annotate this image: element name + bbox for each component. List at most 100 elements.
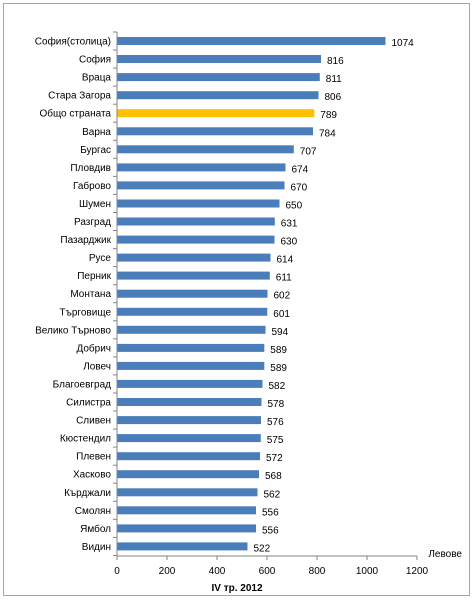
bar-5 bbox=[117, 127, 313, 136]
category-label-7: Пловдив bbox=[70, 163, 111, 174]
bar-24 bbox=[117, 470, 259, 479]
bar-1 bbox=[117, 55, 321, 63]
value-label-24: 568 bbox=[265, 471, 282, 482]
category-label-21: Сливен bbox=[76, 416, 111, 427]
value-label-26: 556 bbox=[262, 507, 279, 518]
bars-group bbox=[117, 37, 386, 551]
bar-9 bbox=[117, 199, 280, 208]
category-label-22: Кюстендил bbox=[60, 434, 111, 445]
value-label-20: 578 bbox=[268, 399, 285, 410]
bar-25 bbox=[117, 488, 258, 497]
category-label-23: Плевен bbox=[76, 452, 111, 463]
value-label-0: 1074 bbox=[392, 38, 415, 49]
x-tick-label-5: 1000 bbox=[356, 566, 379, 577]
category-label-4: Общо страната bbox=[39, 108, 111, 120]
bar-12 bbox=[117, 253, 271, 262]
category-label-24: Хасково bbox=[73, 470, 111, 481]
bar-15 bbox=[117, 307, 268, 316]
bar-26 bbox=[117, 506, 256, 515]
axes bbox=[113, 31, 418, 560]
value-label-5: 784 bbox=[319, 128, 336, 139]
bar-14 bbox=[117, 289, 268, 298]
category-label-15: Търговище bbox=[60, 307, 112, 318]
bar-17 bbox=[117, 343, 265, 352]
value-label-6: 707 bbox=[300, 146, 317, 157]
bar-4 bbox=[117, 109, 315, 118]
value-label-21: 576 bbox=[267, 417, 284, 428]
bar-22 bbox=[117, 434, 261, 443]
bar-21 bbox=[117, 416, 261, 425]
category-label-6: Бургас bbox=[80, 145, 111, 156]
value-label-28: 522 bbox=[254, 543, 271, 554]
bar-10 bbox=[117, 217, 275, 226]
bar-3 bbox=[117, 91, 319, 100]
bar-20 bbox=[117, 398, 262, 406]
category-label-26: Смолян bbox=[75, 506, 111, 517]
bar-18 bbox=[117, 361, 265, 370]
category-label-14: Монтана bbox=[70, 289, 111, 300]
bar-27 bbox=[117, 524, 256, 533]
bar-16 bbox=[117, 325, 266, 334]
category-label-3: Стара Загора bbox=[48, 91, 111, 102]
category-label-1: София bbox=[79, 54, 111, 66]
value-label-1: 816 bbox=[327, 56, 344, 67]
unit-label: Левове bbox=[428, 549, 462, 560]
bar-chart: София(столица) София Враца Стара Загора Общо… bbox=[35, 31, 462, 594]
category-label-18: Ловеч bbox=[83, 361, 111, 372]
bar-8 bbox=[117, 181, 285, 190]
x-tick-label-3: 600 bbox=[259, 566, 276, 577]
x-tick-label-0: 0 bbox=[114, 566, 120, 577]
category-labels: София(столица) София Враца Стара Загора Общо… bbox=[35, 36, 112, 553]
category-label-8: Габрово bbox=[73, 180, 111, 192]
x-tick-label-2: 400 bbox=[209, 566, 226, 577]
bar-28 bbox=[117, 542, 248, 551]
category-label-19: Благоевград bbox=[53, 379, 111, 390]
x-tick-label-6: 1200 bbox=[406, 566, 429, 577]
value-label-8: 670 bbox=[291, 182, 308, 193]
value-label-16: 594 bbox=[272, 327, 289, 338]
category-label-25: Кърджали bbox=[64, 488, 111, 499]
category-label-27: Ямбол bbox=[80, 523, 111, 535]
bar-11 bbox=[117, 235, 275, 244]
value-label-9: 650 bbox=[286, 201, 303, 212]
value-label-13: 611 bbox=[276, 273, 292, 284]
x-tick-labels: 0 200 400 600 800 1000 1200 bbox=[114, 566, 428, 577]
category-label-2: Враца bbox=[82, 73, 112, 84]
value-label-4: 789 bbox=[320, 110, 337, 121]
value-label-10: 631 bbox=[281, 219, 298, 230]
value-label-12: 614 bbox=[277, 255, 294, 266]
value-label-27: 556 bbox=[262, 525, 279, 536]
category-label-12: Русе bbox=[89, 253, 112, 264]
value-label-25: 562 bbox=[264, 489, 281, 500]
category-label-9: Шумен bbox=[79, 199, 111, 210]
category-label-28: Видин bbox=[82, 542, 111, 553]
value-label-17: 589 bbox=[270, 345, 287, 356]
bar-0 bbox=[117, 37, 386, 45]
bar-13 bbox=[117, 271, 270, 280]
value-label-11: 630 bbox=[281, 237, 298, 248]
chart-frame: София(столица) София Враца Стара Загора Общо… bbox=[3, 3, 470, 596]
bar-2 bbox=[117, 73, 320, 82]
value-label-14: 602 bbox=[274, 291, 291, 302]
value-label-23: 572 bbox=[266, 453, 283, 464]
category-label-0: София(столица) bbox=[35, 36, 111, 48]
value-label-18: 589 bbox=[270, 363, 287, 374]
x-tick-label-4: 800 bbox=[309, 566, 326, 577]
value-label-7: 674 bbox=[292, 164, 309, 175]
bar-6 bbox=[117, 145, 294, 154]
category-label-13: Перник bbox=[77, 271, 111, 282]
bar-7 bbox=[117, 163, 286, 172]
value-label-3: 806 bbox=[325, 92, 342, 103]
category-label-10: Разград bbox=[74, 217, 111, 228]
category-label-20: Силистра bbox=[66, 398, 111, 409]
category-label-16: Велико Търново bbox=[35, 325, 111, 336]
value-label-2: 811 bbox=[326, 74, 342, 85]
category-label-17: Добрич bbox=[76, 342, 111, 354]
value-label-15: 601 bbox=[273, 309, 290, 320]
value-label-19: 582 bbox=[269, 381, 286, 392]
x-axis-title: IV тр. 2012 bbox=[211, 583, 262, 594]
category-label-5: Варна bbox=[82, 127, 111, 138]
bar-23 bbox=[117, 452, 260, 461]
value-label-22: 575 bbox=[267, 435, 284, 446]
